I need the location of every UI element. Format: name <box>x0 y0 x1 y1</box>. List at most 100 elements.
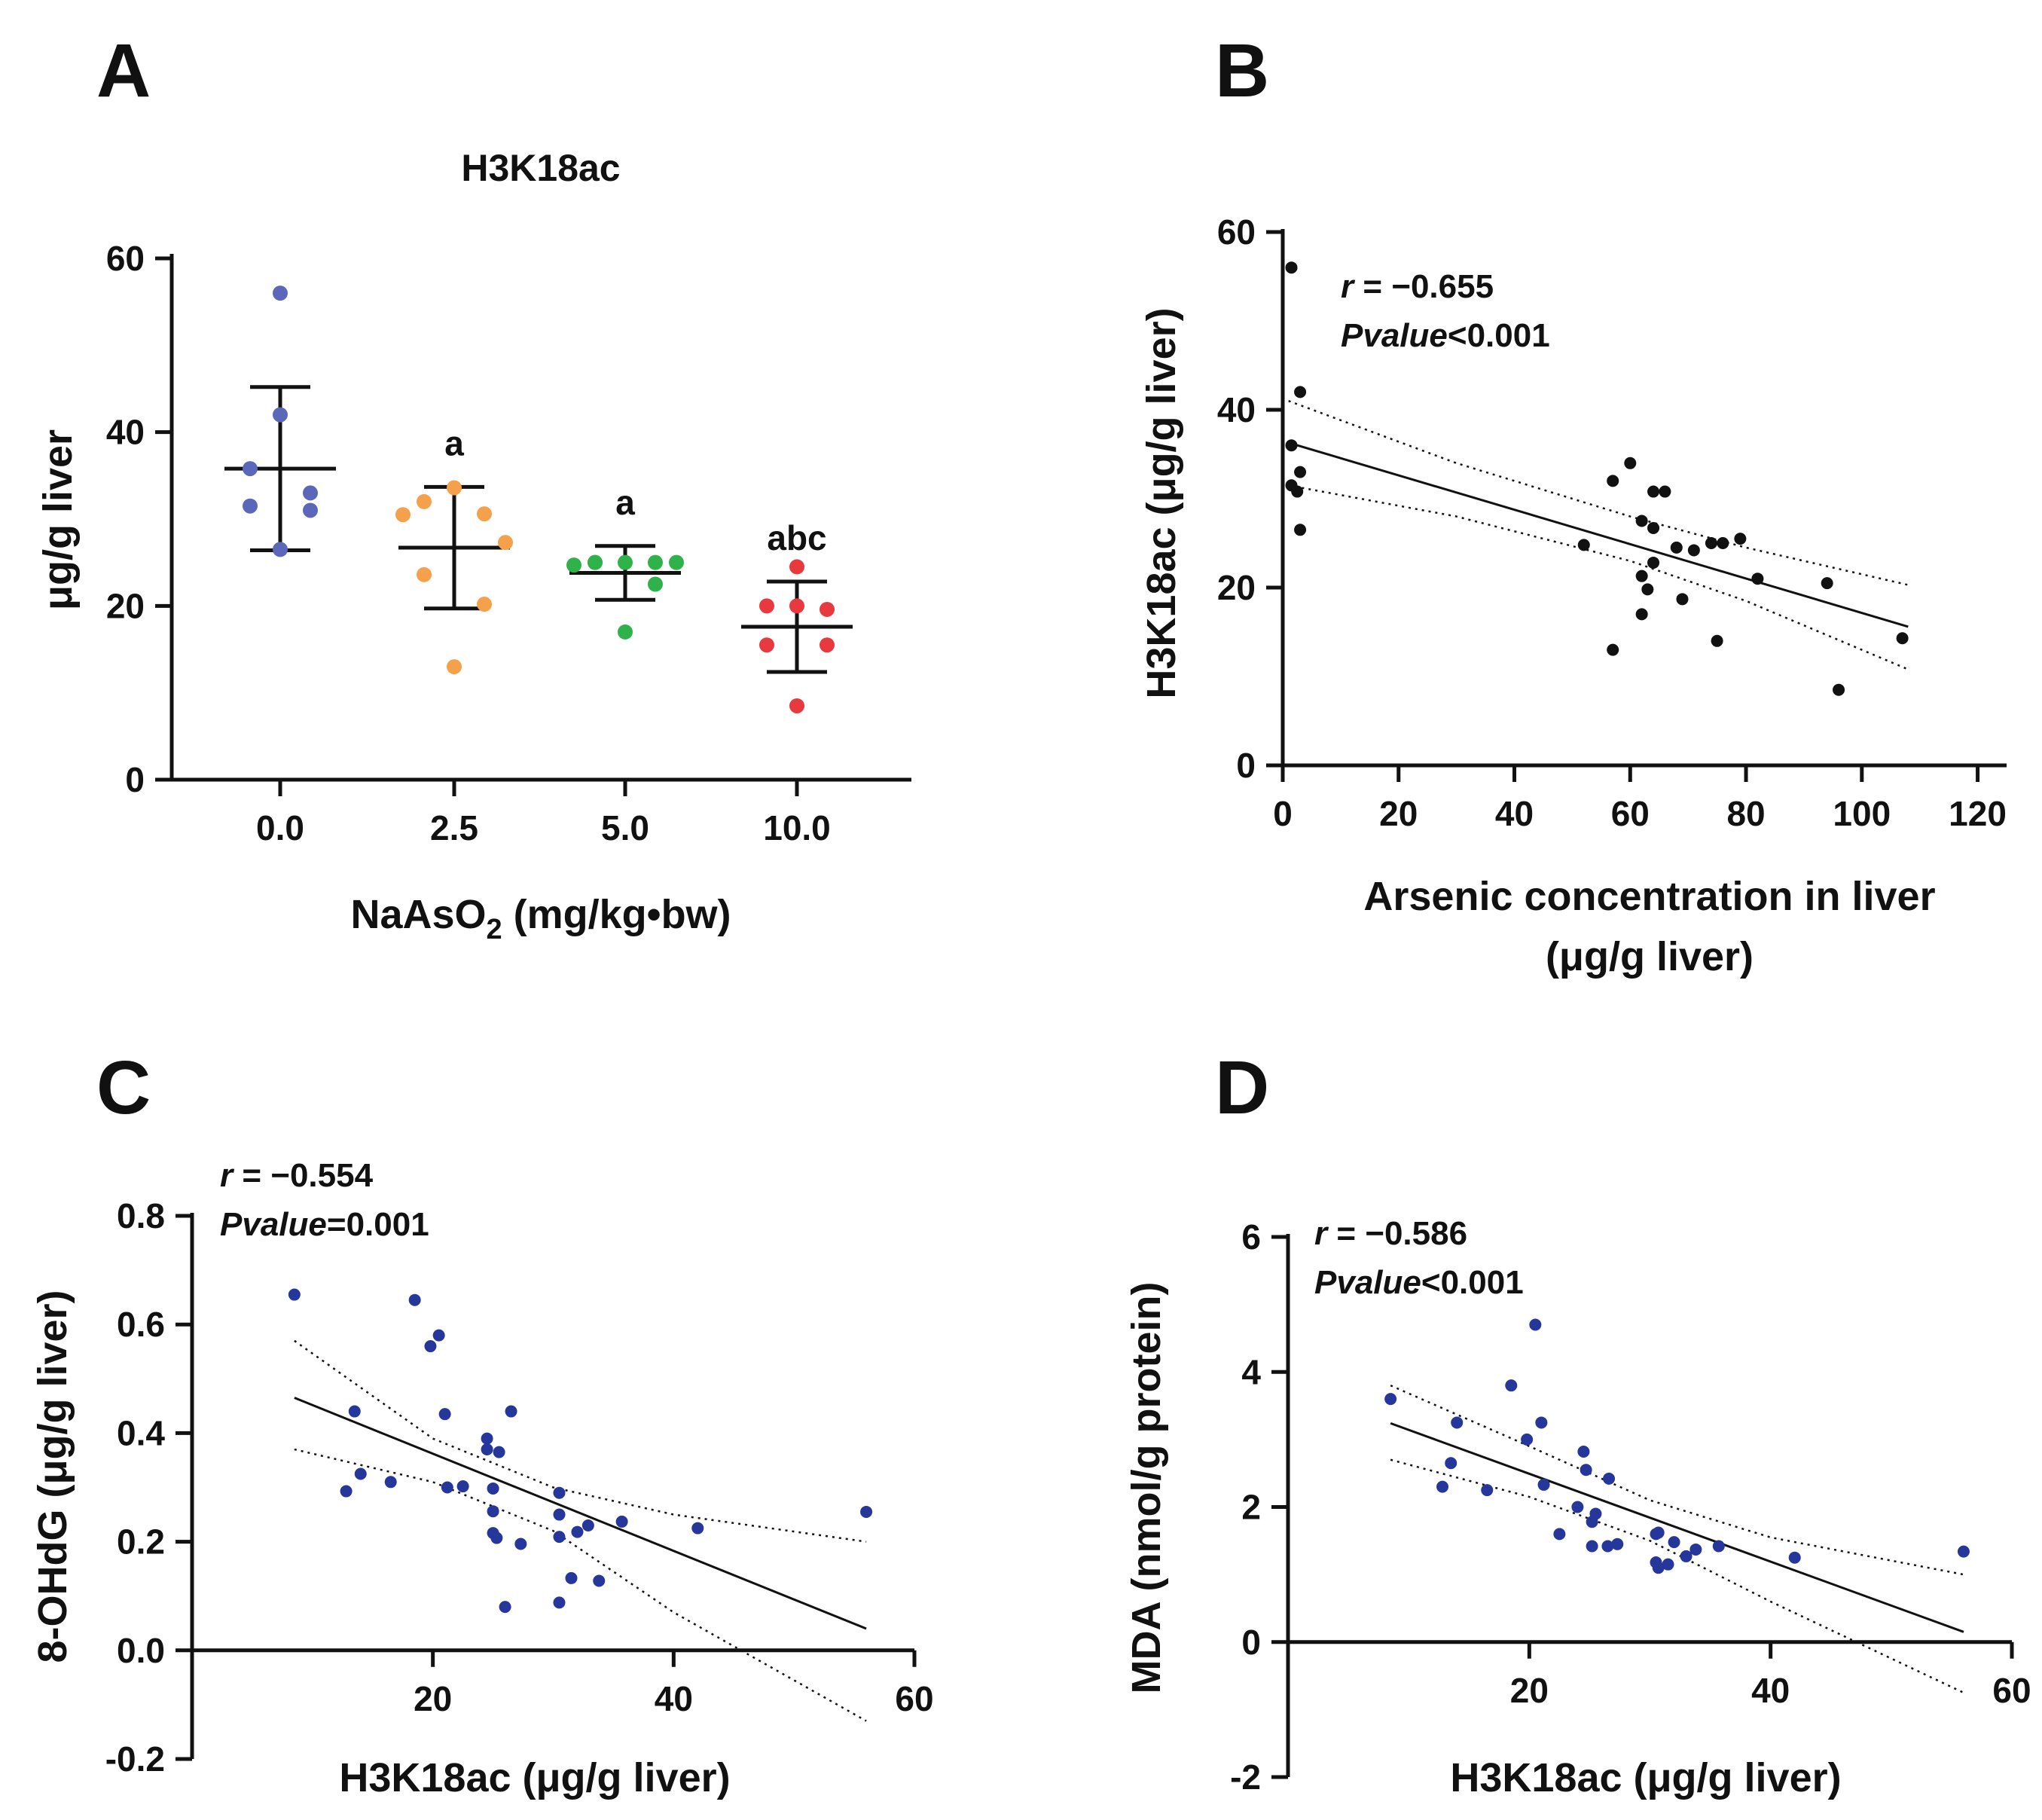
chart-d-point <box>1571 1501 1584 1513</box>
chart-d-point <box>1650 1556 1662 1568</box>
chart-a-sig-label: a <box>615 483 635 522</box>
chart-c-point <box>432 1329 445 1342</box>
chart-b-point <box>1607 643 1619 656</box>
chart-b-point <box>1717 537 1729 549</box>
chart-d-ci-lower <box>1390 1458 1964 1694</box>
chart-c-point <box>565 1571 578 1584</box>
chart-d-point <box>1603 1472 1616 1485</box>
chart-c-r-value: = −0.554 <box>233 1157 373 1194</box>
chart-b-xlabel-line2: (μg/g liver) <box>1546 934 1754 979</box>
chart-b-p-stat: Pvalue<0.001 <box>1341 317 1550 354</box>
chart-a-xlabel-suffix: (mg/kg•bw) <box>502 892 731 937</box>
chart-c-marks <box>288 1288 873 1722</box>
chart-c-point <box>490 1531 503 1544</box>
chart-d-marks <box>1384 1318 1970 1694</box>
chart-a-x-tick-label: 0.0 <box>256 808 304 847</box>
chart-d-point <box>1601 1540 1614 1553</box>
chart-a-sig-label: abc <box>767 518 826 557</box>
chart-d-point <box>1652 1526 1665 1539</box>
chart-b-point <box>1294 524 1307 536</box>
chart-d-point <box>1586 1540 1598 1553</box>
panel-b-chart: 0 20 40 60 0 20 40 60 80 100 120 r = −0.655 Pvalue… <box>1139 212 2007 979</box>
chart-a-point <box>243 461 258 477</box>
chart-a-point <box>618 624 633 640</box>
chart-a-point <box>648 554 663 570</box>
chart-d-r-stat: r = −0.586 <box>1314 1215 1467 1252</box>
panel-letter-b: B <box>1215 29 1269 113</box>
chart-c-p-label: Pvalue <box>220 1206 327 1243</box>
chart-b-point <box>1607 475 1619 487</box>
chart-d-point <box>1668 1536 1680 1549</box>
chart-c-y-tick-label: 0.4 <box>117 1413 165 1452</box>
chart-d-x-tick-label: 60 <box>1992 1671 2031 1710</box>
panel-letter-a: A <box>96 29 151 113</box>
chart-c-point <box>553 1486 566 1499</box>
chart-c-point <box>424 1340 437 1353</box>
chart-c-ci-upper <box>294 1339 867 1543</box>
chart-c-point <box>860 1505 873 1518</box>
chart-d-point <box>1445 1457 1457 1470</box>
chart-b-x-tick-label: 60 <box>1611 794 1650 833</box>
chart-d-y-tick-label: 2 <box>1241 1488 1261 1527</box>
chart-a-xlabel-main: NaAsO <box>350 892 486 937</box>
chart-b-p-value: <0.001 <box>1448 317 1550 354</box>
chart-c-point <box>553 1596 566 1609</box>
chart-b-x-tick-label: 120 <box>1949 794 2007 833</box>
chart-a-axes: 0 20 40 60 0.0 2.5 5.0 10.0 <box>106 239 911 847</box>
chart-b-y-tick-label: 60 <box>1217 212 1256 252</box>
chart-a-point <box>417 493 432 509</box>
chart-b-point <box>1285 439 1298 452</box>
chart-d-point <box>1788 1551 1801 1564</box>
chart-c-point <box>691 1522 704 1534</box>
chart-a-y-tick-label: 0 <box>125 760 145 799</box>
chart-d-r-value: = −0.586 <box>1327 1215 1467 1252</box>
chart-a-title: H3K18ac <box>461 147 620 189</box>
chart-a-point <box>273 407 288 423</box>
chart-d-y-tick-label: 0 <box>1241 1623 1261 1662</box>
chart-a-point <box>395 507 411 523</box>
chart-d-point <box>1436 1480 1449 1493</box>
chart-a-y-tick-label: 40 <box>106 413 145 452</box>
chart-b-point <box>1294 386 1307 399</box>
chart-c-point <box>408 1293 421 1306</box>
chart-b-point <box>1635 515 1648 527</box>
chart-a-marks: a a abc <box>224 286 853 713</box>
panel-letter-c: C <box>96 1046 151 1130</box>
chart-c-x-tick-label: 40 <box>655 1679 693 1718</box>
chart-a-point <box>498 535 513 551</box>
chart-b-point <box>1624 457 1637 469</box>
chart-b-y-tick-label: 40 <box>1217 390 1256 429</box>
chart-a-ylabel: μg/g liver <box>35 429 81 610</box>
chart-c-point <box>348 1405 361 1418</box>
chart-b-r-stat: r = −0.655 <box>1341 268 1494 305</box>
chart-a-y-tick-label: 20 <box>106 586 145 625</box>
chart-b-point <box>1896 632 1909 645</box>
chart-b-point <box>1821 577 1833 590</box>
chart-a-point <box>566 557 581 573</box>
chart-a-point <box>477 506 492 522</box>
chart-b-point <box>1291 485 1304 498</box>
chart-c-point <box>615 1515 628 1528</box>
chart-b-fit-line <box>1288 441 1909 628</box>
chart-a-point <box>447 659 462 675</box>
chart-b-point <box>1705 537 1717 549</box>
chart-b-r-value: = −0.655 <box>1354 268 1494 305</box>
chart-d-point <box>1553 1528 1566 1541</box>
chart-a-xlabel: NaAsO2 (mg/kg•bw) <box>350 892 731 945</box>
chart-a-point <box>303 485 318 501</box>
chart-b-point <box>1647 556 1660 569</box>
chart-b-point <box>1711 634 1723 647</box>
chart-c-point <box>441 1481 453 1494</box>
chart-b-point <box>1734 533 1747 545</box>
chart-b-ci-lower <box>1288 484 1909 670</box>
chart-a-point <box>759 637 774 653</box>
chart-b-point <box>1577 539 1590 551</box>
chart-d-point <box>1451 1416 1464 1429</box>
chart-c-point <box>581 1519 594 1531</box>
chart-d-point <box>1521 1433 1534 1446</box>
chart-d-y-tick-label: -2 <box>1230 1757 1261 1797</box>
chart-b-x-tick-label: 40 <box>1495 794 1534 833</box>
chart-c-p-value: =0.001 <box>327 1206 429 1243</box>
chart-d-y-tick-label: 4 <box>1241 1352 1261 1391</box>
chart-b-marks <box>1285 261 1909 696</box>
